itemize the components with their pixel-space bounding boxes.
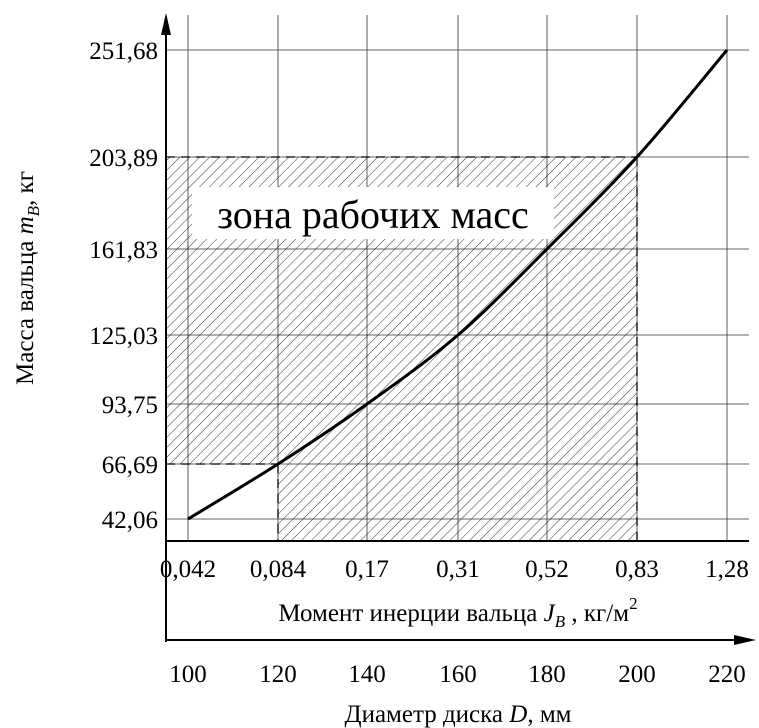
inertia-tick-label: 1,28 <box>705 556 749 583</box>
y-axis-title: Масса вальца mB, кг <box>12 171 43 385</box>
axis-titles: Масса вальца mB, кг Момент инерции вальца… <box>12 171 638 728</box>
inertia-tick-label: 0,52 <box>525 556 569 583</box>
inertia-tick-label: 0,31 <box>436 556 480 583</box>
inertia-tick-label: 0,17 <box>345 556 389 583</box>
diameter-tick-label: 220 <box>708 661 746 688</box>
y-tick-label: 125,03 <box>89 323 158 350</box>
y-tick-label: 251,68 <box>89 38 158 65</box>
zone-label-group: зона рабочих масс <box>192 187 554 239</box>
diameter-tick-label: 200 <box>618 661 656 688</box>
y-tick-label: 161,83 <box>89 237 158 264</box>
axes <box>161 13 756 645</box>
mass-curve <box>187 49 729 521</box>
y-axis-arrow <box>161 13 171 35</box>
y-tick-label: 66,69 <box>102 452 158 479</box>
inertia-tick-label: 0,042 <box>160 556 216 583</box>
diameter-tick-label: 180 <box>528 661 566 688</box>
tick-labels: 42,06 66,69 93,75 125,03 161,83 203,89 251,68 0… <box>89 38 749 688</box>
y-tick-label: 93,75 <box>102 392 158 419</box>
inertia-axis-title: Момент инерции вальца JB , кг/м2 <box>278 594 637 631</box>
diameter-tick-label: 100 <box>169 661 207 688</box>
diameter-axis-arrow <box>734 635 756 645</box>
guide-lines <box>166 156 638 541</box>
diameter-axis-title: Диаметр диска D, мм <box>345 701 572 728</box>
inertia-tick-label: 0,084 <box>250 556 307 583</box>
zone-label: зона рабочих масс <box>217 192 529 237</box>
diameter-tick-label: 120 <box>259 661 297 688</box>
working-zone-hatch <box>166 157 637 541</box>
y-tick-label: 203,89 <box>89 145 158 172</box>
diameter-tick-label: 160 <box>439 661 477 688</box>
y-tick-label: 42,06 <box>102 507 158 534</box>
zone-label-box <box>192 187 554 239</box>
diameter-tick-label: 140 <box>348 661 386 688</box>
inertia-tick-label: 0,83 <box>615 556 659 583</box>
